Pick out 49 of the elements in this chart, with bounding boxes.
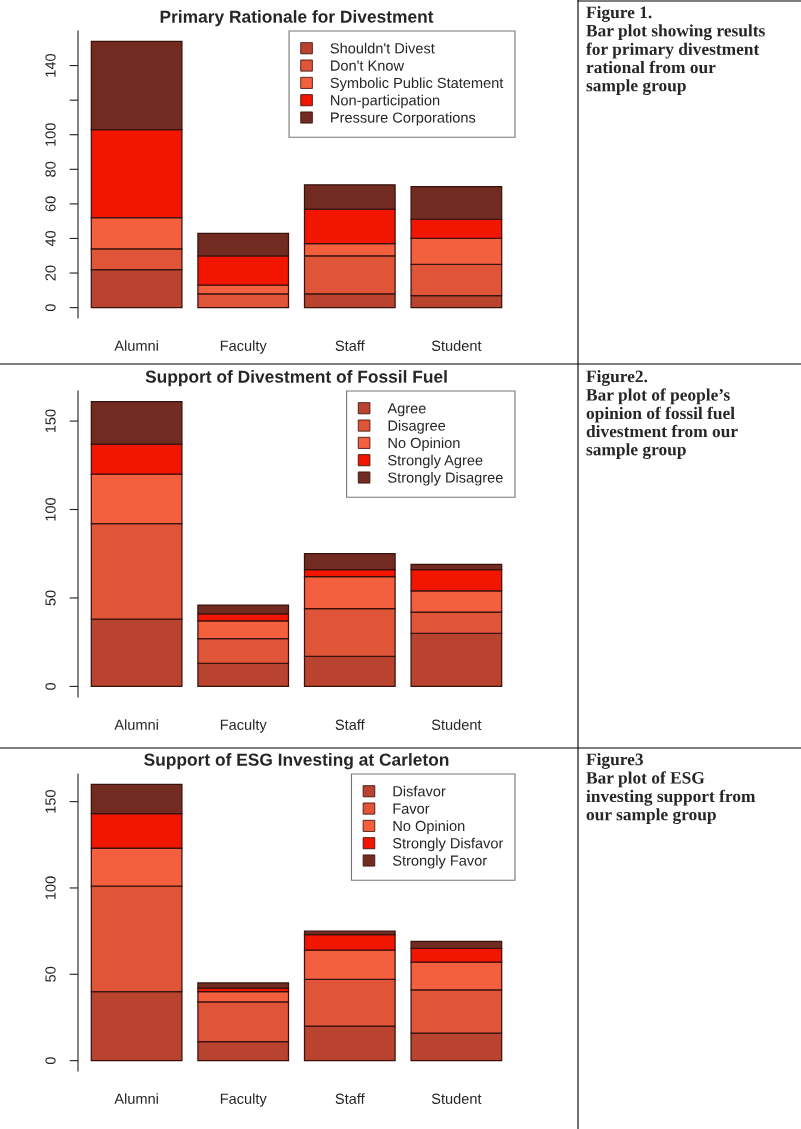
legend-label: Non-participation — [331, 94, 440, 109]
caption: Figure 1. Bar plot showing results for primary divestment rational from our sample group — [586, 6, 765, 96]
caption: Figure2. Bar plot of people’s opinion of fossil fuel divestment from our sample group — [586, 370, 738, 460]
y-tick-label: 60 — [45, 196, 56, 212]
x-tick-label: Faculty — [220, 1093, 267, 1107]
y-tick-label: 40 — [45, 230, 56, 247]
x-tick-label: Student — [431, 719, 482, 730]
chart-title: Support of Divestment of Fossil Fuel — [145, 370, 447, 387]
legend-label: No Opinion — [388, 437, 460, 451]
x-tick-label: Staff — [335, 1093, 365, 1104]
x-tick-label: Staff — [335, 340, 365, 351]
legend-label: Disagree — [388, 420, 446, 434]
legend-label: Strongly Agree — [388, 454, 483, 469]
y-tick-label: 0 — [45, 304, 56, 312]
y-tick-label: 140 — [45, 53, 56, 77]
chart-title: Support of ESG Investing at Carleton — [144, 753, 449, 770]
legend-label: Favor — [393, 803, 430, 814]
x-tick-label: Student — [431, 1093, 482, 1104]
bar — [197, 982, 290, 989]
y-tick-label: 150 — [45, 409, 56, 433]
chart-title: Primary Rationale for Divestment — [160, 10, 434, 27]
y-tick-label: 0 — [45, 1057, 56, 1065]
x-tick-label: Staff — [335, 719, 365, 730]
x-tick-label: Alumni — [114, 1093, 158, 1104]
y-tick-label: 100 — [45, 497, 56, 521]
legend-label: Shouldn't Divest — [330, 42, 435, 54]
legend-label: Strongly Disagree — [388, 472, 503, 486]
x-tick-label: Faculty — [220, 340, 267, 354]
y-tick-label: 50 — [45, 590, 56, 606]
legend-label: Strongly Disfavor — [392, 837, 504, 852]
legend-label: Pressure Corporations — [331, 112, 476, 126]
y-tick-label: 50 — [45, 966, 56, 982]
caption: Figure3 Bar plot of ESG investing support from our sample group — [586, 753, 756, 825]
legend-label: Disfavor — [393, 785, 446, 797]
y-tick-label: 150 — [45, 790, 56, 813]
x-tick-label: Faculty — [220, 719, 267, 733]
x-tick-label: Alumni — [114, 340, 158, 351]
y-tick-label: 100 — [45, 123, 56, 146]
y-tick-label: 20 — [45, 265, 56, 281]
x-tick-label: Student — [431, 340, 482, 351]
legend-label: Don't Know — [331, 60, 405, 71]
y-tick-label: 100 — [45, 876, 56, 900]
y-tick-label: 80 — [45, 161, 56, 177]
legend-label: No Opinion — [393, 820, 465, 834]
legend-label: Agree — [387, 403, 426, 417]
x-tick-label: Alumni — [114, 719, 158, 730]
legend-label: Symbolic Public Statement — [330, 77, 504, 91]
y-tick-label: 0 — [45, 682, 56, 690]
legend-label: Strongly Favor — [392, 855, 487, 869]
